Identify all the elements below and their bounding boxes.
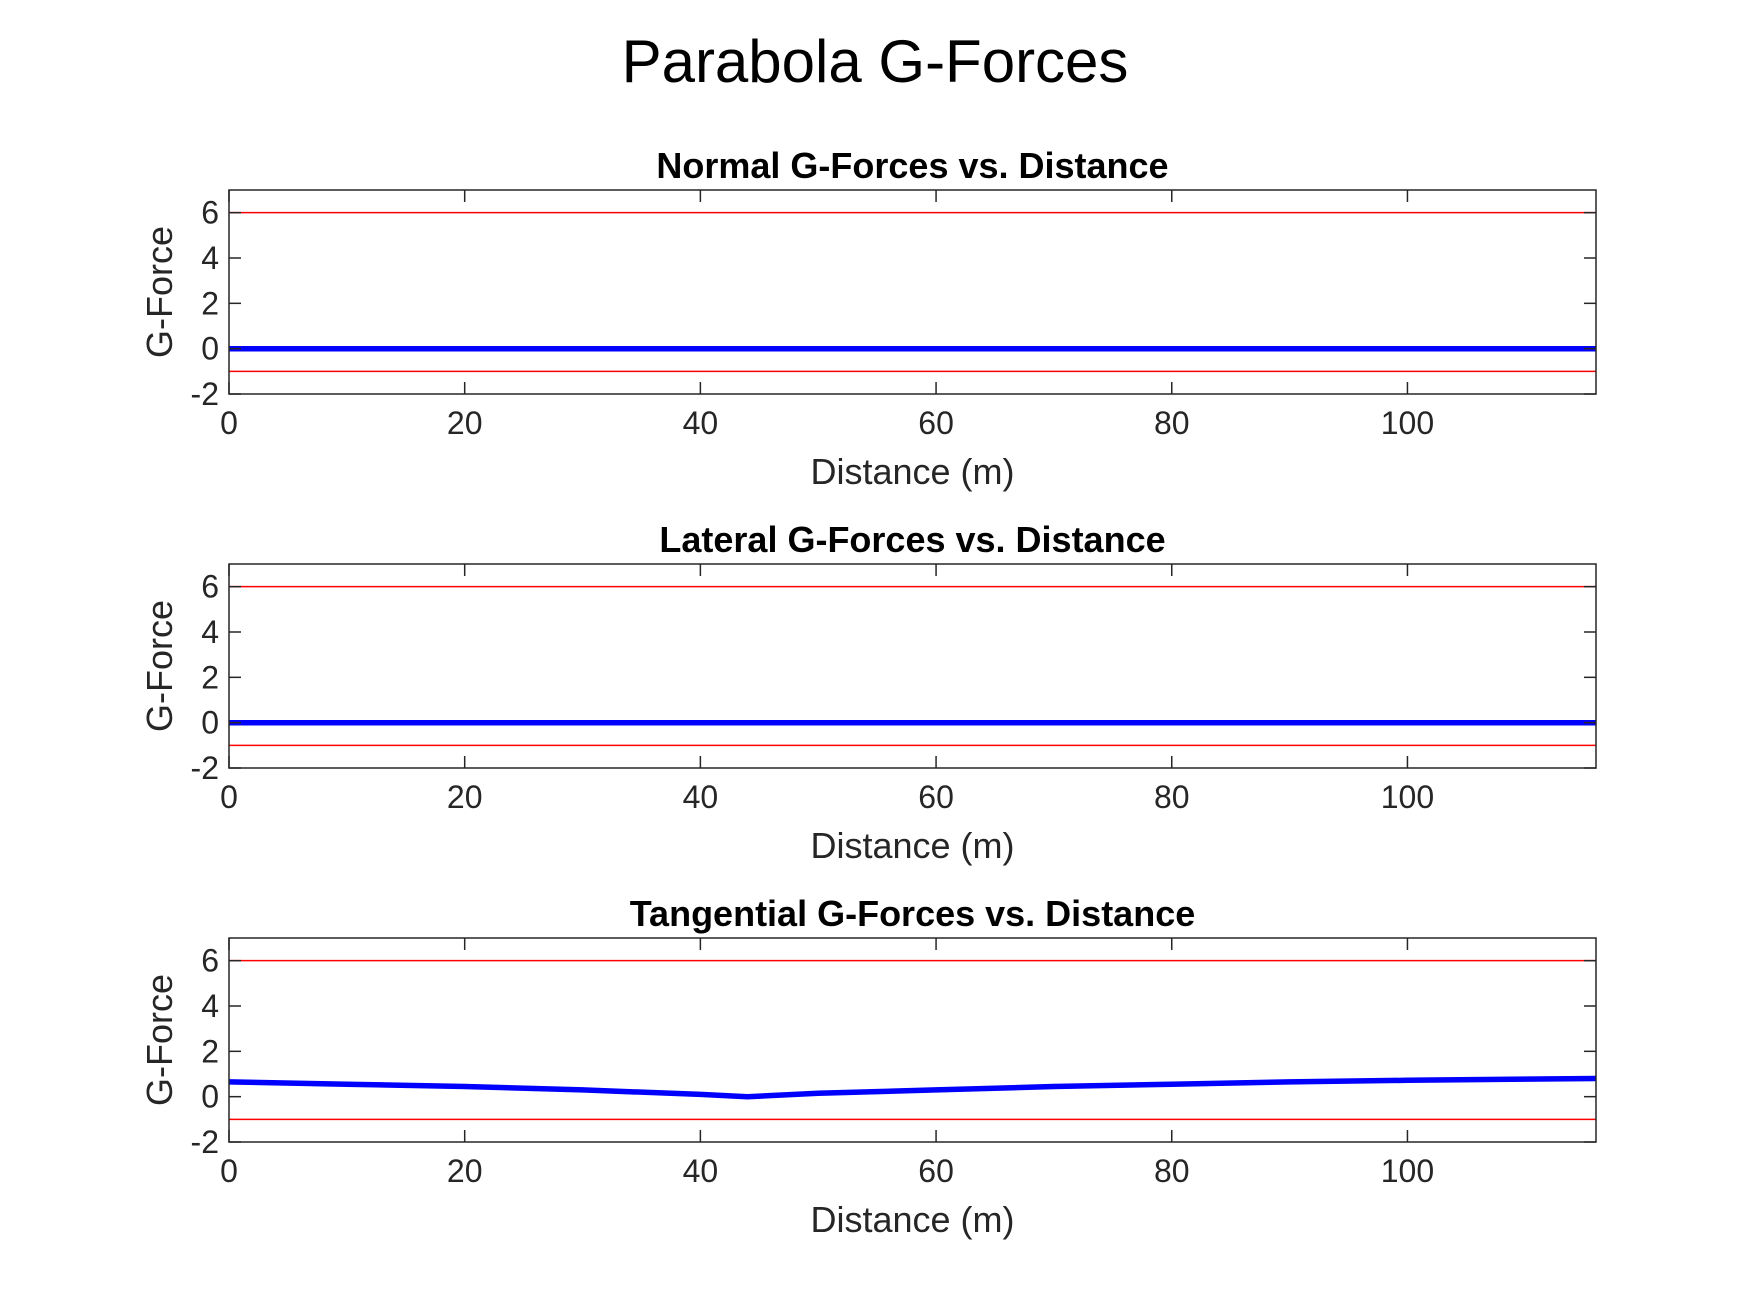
- x-axis-label: Distance (m): [810, 825, 1014, 866]
- y-tick-label: 0: [201, 331, 219, 367]
- axes-box: [228, 563, 1597, 769]
- x-tick-label: 20: [447, 779, 483, 815]
- x-tick-label: 40: [683, 779, 719, 815]
- y-tick-label: 4: [201, 614, 219, 650]
- x-tick-label: 0: [220, 405, 238, 441]
- y-axis-label: G-Force: [139, 226, 180, 358]
- subplot-title: Tangential G-Forces vs. Distance: [630, 893, 1196, 934]
- axes-box: [228, 189, 1597, 395]
- x-tick-label: 40: [683, 405, 719, 441]
- x-tick-label: 100: [1381, 1153, 1434, 1189]
- y-tick-label: 2: [201, 285, 219, 321]
- y-tick-label: 2: [201, 659, 219, 695]
- subplot-title: Normal G-Forces vs. Distance: [656, 145, 1168, 186]
- y-tick-label: 6: [201, 943, 219, 979]
- x-tick-label: 80: [1154, 1153, 1190, 1189]
- x-tick-label: 0: [220, 1153, 238, 1189]
- x-tick-label: 20: [447, 405, 483, 441]
- y-tick-label: -2: [191, 376, 219, 412]
- x-tick-label: 60: [918, 1153, 954, 1189]
- y-axis-label: G-Force: [139, 600, 180, 732]
- x-tick-label: 100: [1381, 405, 1434, 441]
- x-tick-label: 80: [1154, 779, 1190, 815]
- series-line: [228, 1075, 1597, 1100]
- y-tick-label: 6: [201, 195, 219, 231]
- figure-title: Parabola G-Forces: [622, 28, 1129, 95]
- x-tick-label: 0: [220, 779, 238, 815]
- subplot-title: Lateral G-Forces vs. Distance: [659, 519, 1165, 560]
- x-tick-label: 60: [918, 779, 954, 815]
- x-axis-label: Distance (m): [810, 1199, 1014, 1240]
- y-tick-label: 0: [201, 705, 219, 741]
- y-tick-label: 2: [201, 1033, 219, 1069]
- x-tick-label: 40: [683, 1153, 719, 1189]
- x-axis-label: Distance (m): [810, 451, 1014, 492]
- x-tick-label: 80: [1154, 405, 1190, 441]
- y-tick-label: 4: [201, 240, 219, 276]
- x-tick-label: 100: [1381, 779, 1434, 815]
- x-tick-label: 60: [918, 405, 954, 441]
- y-tick-label: 0: [201, 1079, 219, 1115]
- y-tick-label: 4: [201, 988, 219, 1024]
- x-tick-label: 20: [447, 1153, 483, 1189]
- y-tick-label: -2: [191, 750, 219, 786]
- y-tick-label: -2: [191, 1124, 219, 1160]
- y-tick-label: 6: [201, 569, 219, 605]
- axes-box: [228, 937, 1597, 1143]
- y-axis-label: G-Force: [139, 974, 180, 1106]
